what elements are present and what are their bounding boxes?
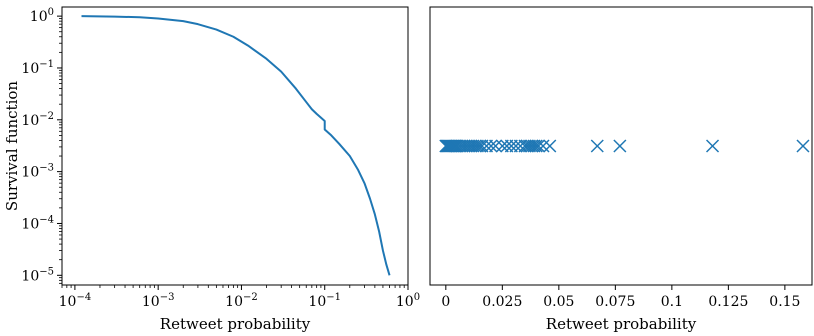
left-y-tick-label: 10−2 <box>21 111 54 129</box>
left-y-tick-label: 10−5 <box>21 266 54 284</box>
right-x-tick-label: 0.075 <box>595 294 635 310</box>
scatter-point <box>543 139 557 153</box>
left-x-tick-label: 10−2 <box>225 292 258 310</box>
scatter-point <box>536 139 550 153</box>
scatter-point <box>590 139 604 153</box>
left-x-tick-label: 10−1 <box>308 292 341 310</box>
right-chart-scatter: 0 0.025 0.05 0.075 0.1 0.125 0.15 Retweet prob… <box>429 6 813 333</box>
left-x-tick-label: 10−3 <box>142 292 175 310</box>
scatter-points <box>439 139 810 153</box>
survival-curve-line <box>81 15 391 276</box>
left-x-tick-label: 10−4 <box>59 292 92 310</box>
left-y-tick-label: 100 <box>30 7 54 25</box>
left-y-ticks: 100 10−1 10−2 10−3 10−4 10−5 <box>21 7 62 284</box>
scatter-point <box>531 139 546 153</box>
scatter-point <box>468 139 482 153</box>
scatter-point <box>484 139 498 153</box>
right-x-tick-label: 0.1 <box>661 294 683 310</box>
left-y-tick-label: 10−4 <box>21 214 54 232</box>
scatter-point <box>706 139 720 153</box>
scatter-point <box>613 139 627 153</box>
right-x-tick-label: 0.025 <box>482 294 522 310</box>
left-x-axis-label: Retweet probability <box>160 315 311 333</box>
left-chart-survival-function: 10−4 10−3 10−2 10−1 100 10010−110−210−310−41… <box>3 6 420 333</box>
right-x-axis-label: Retweet probability <box>546 315 697 333</box>
left-x-tick-label: 100 <box>396 292 420 310</box>
left-y-tick-label: 10−3 <box>21 163 54 181</box>
scatter-point <box>796 139 810 153</box>
right-x-tick-label: 0.05 <box>543 294 574 310</box>
scatter-point <box>525 139 539 153</box>
right-x-tick-label: 0.125 <box>708 294 748 310</box>
scatter-point <box>529 139 543 153</box>
right-x-tick-label: 0.15 <box>769 294 800 310</box>
left-y-tick-label: 10−1 <box>21 59 54 77</box>
left-plot-frame <box>61 6 409 286</box>
right-x-tick-label: 0 <box>441 294 450 310</box>
scatter-point <box>473 139 487 153</box>
left-x-ticks: 10−4 10−3 10−2 10−1 100 <box>59 285 420 310</box>
right-plot-frame <box>429 6 813 286</box>
left-y-axis-label: Survival function <box>3 81 21 211</box>
scatter-point <box>489 139 503 153</box>
right-x-ticks: 0 0.025 0.05 0.075 0.1 0.125 0.15 <box>441 285 800 310</box>
